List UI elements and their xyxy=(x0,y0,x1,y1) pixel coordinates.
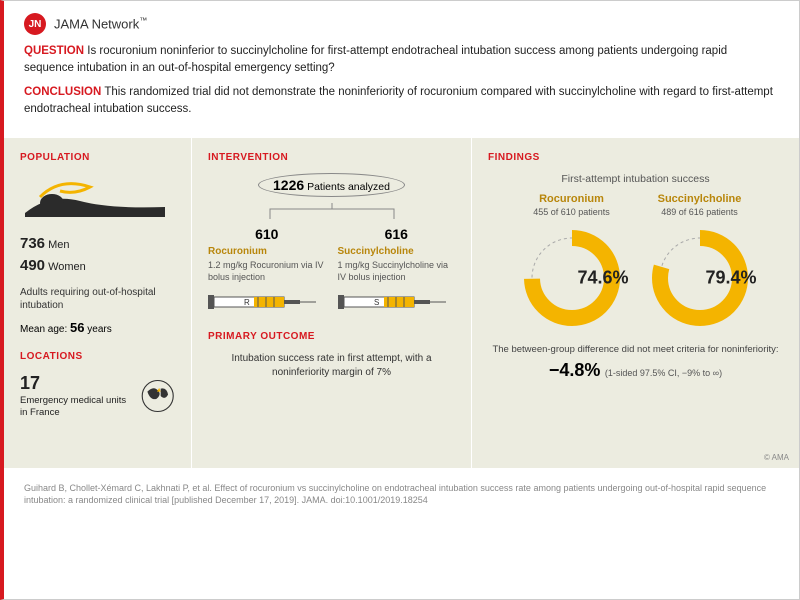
donut0-name: Rocuronium xyxy=(517,193,627,205)
panel-intervention: INTERVENTION 1226 Patients analyzed 610 … xyxy=(192,138,472,468)
panel-findings: FINDINGS First-attempt intubation succes… xyxy=(472,138,799,468)
intervention-arms: 610 Rocuronium 1.2 mg/kg Rocuronium via … xyxy=(208,225,455,316)
donut-row: Rocuronium 455 of 610 patients 74.6% Suc… xyxy=(488,193,783,333)
header: JN JAMA Network™ xyxy=(4,1,799,43)
primary-outcome-title: PRIMARY OUTCOME xyxy=(208,331,455,342)
locations-title: LOCATIONS xyxy=(20,351,175,362)
conclusion-label: CONCLUSION xyxy=(24,86,101,98)
question-conclusion-block: QUESTION Is rocuronium noninferior to su… xyxy=(4,43,799,138)
primary-outcome-text: Intubation success rate in first attempt… xyxy=(208,352,455,380)
panel-population: POPULATION 736 Men 490 Women Adults requ… xyxy=(4,138,192,468)
locations-text: 17 Emergency medical units in France xyxy=(20,372,130,420)
locations-count: 17 xyxy=(20,372,130,395)
arm0-n: 610 xyxy=(208,225,326,243)
citation-text: Guihard B, Chollet-Xémard C, Lakhnati P,… xyxy=(4,468,799,521)
brand-text: JAMA Network xyxy=(54,17,139,32)
intervention-total: 1226 Patients analyzed xyxy=(208,173,455,197)
svg-text:R: R xyxy=(244,298,250,307)
conclusion-text: This randomized trial did not demonstrat… xyxy=(24,86,773,115)
brand-name: JAMA Network™ xyxy=(54,16,147,31)
brand-tm: ™ xyxy=(139,16,147,25)
branch-connector-icon xyxy=(208,203,456,221)
arm1-dose: 1 mg/kg Succinylcholine via IV bolus inj… xyxy=(338,260,456,283)
women-label: Women xyxy=(48,261,86,273)
findings-note: The between-group difference did not mee… xyxy=(488,343,783,356)
donut1-pct: 79.4% xyxy=(705,267,756,288)
arm1-n: 616 xyxy=(338,225,456,243)
population-desc: Adults requiring out-of-hospital intubat… xyxy=(20,286,175,312)
diff-ci: (1-sided 97.5% CI, −9% to ∞) xyxy=(605,368,722,378)
age-label: Mean age: xyxy=(20,324,67,335)
total-n: 1226 xyxy=(273,177,304,193)
locations-desc: Emergency medical units in France xyxy=(20,395,130,420)
arm-rocuronium: 610 Rocuronium 1.2 mg/kg Rocuronium via … xyxy=(208,225,326,316)
age-unit: years xyxy=(87,324,111,335)
women-count: 490 xyxy=(20,257,45,274)
panels-row: POPULATION 736 Men 490 Women Adults requ… xyxy=(4,138,799,468)
svg-text:S: S xyxy=(374,298,379,307)
arm0-dose: 1.2 mg/kg Rocuronium via IV bolus inject… xyxy=(208,260,326,283)
jama-logo: JN xyxy=(24,13,46,35)
arm-succinylcholine: 616 Succinylcholine 1 mg/kg Succinylchol… xyxy=(338,225,456,316)
question-para: QUESTION Is rocuronium noninferior to su… xyxy=(24,43,779,76)
age-value: 56 xyxy=(70,320,84,335)
arm0-name: Rocuronium xyxy=(208,245,326,258)
globe-icon xyxy=(140,372,175,420)
men-count: 736 xyxy=(20,235,45,252)
donut-rocuronium: Rocuronium 455 of 610 patients 74.6% xyxy=(517,193,627,333)
findings-diff: −4.8% (1-sided 97.5% CI, −9% to ∞) xyxy=(488,360,783,381)
population-age: Mean age: 56 years xyxy=(20,320,175,335)
donut-succinylcholine: Succinylcholine 489 of 616 patients 79.4… xyxy=(645,193,755,333)
conclusion-para: CONCLUSION This randomized trial did not… xyxy=(24,84,779,117)
total-label: Patients analyzed xyxy=(307,181,390,193)
question-text: Is rocuronium noninferior to succinylcho… xyxy=(24,45,727,74)
men-label: Men xyxy=(48,239,69,251)
locations-row: 17 Emergency medical units in France xyxy=(20,372,175,420)
copyright-ama: © AMA xyxy=(764,453,789,462)
arm1-name: Succinylcholine xyxy=(338,245,456,258)
findings-subtitle: First-attempt intubation success xyxy=(488,173,783,185)
intervention-title: INTERVENTION xyxy=(208,152,455,163)
question-label: QUESTION xyxy=(24,45,84,57)
population-title: POPULATION xyxy=(20,152,175,163)
diff-value: −4.8% xyxy=(549,360,601,380)
donut1-patients: 489 of 616 patients xyxy=(645,207,755,217)
population-counts: 736 Men 490 Women xyxy=(20,233,175,278)
syringe-icon-r: R xyxy=(208,289,318,315)
syringe-icon-s: S xyxy=(338,289,448,315)
intubation-patient-icon xyxy=(20,173,170,223)
findings-title: FINDINGS xyxy=(488,152,783,163)
donut1-name: Succinylcholine xyxy=(645,193,755,205)
donut0-patients: 455 of 610 patients xyxy=(517,207,627,217)
infographic-card: JN JAMA Network™ QUESTION Is rocuronium … xyxy=(0,0,800,600)
donut0-pct: 74.6% xyxy=(577,267,628,288)
